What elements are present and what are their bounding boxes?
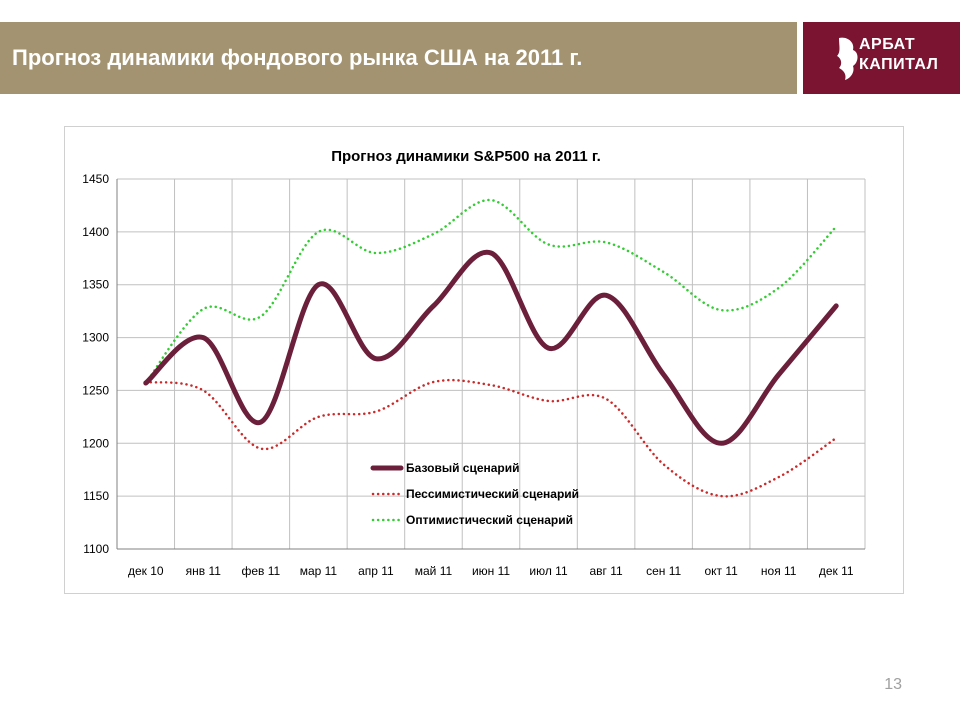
legend-label-0: Базовый сценарий xyxy=(406,461,520,475)
legend-label-1: Пессимистический сценарий xyxy=(406,487,579,501)
x-tick-label: дек 11 xyxy=(819,564,854,578)
lion-emblem-icon xyxy=(837,37,858,80)
y-tick-label: 1450 xyxy=(82,172,109,186)
y-tick-label: 1200 xyxy=(82,436,109,450)
chart-title: Прогноз динамики S&P500 на 2011 г. xyxy=(331,148,601,165)
sp500-forecast-chart: Прогноз динамики S&P500 на 2011 г. 1100 1… xyxy=(82,148,866,578)
x-tick-label: янв 11 xyxy=(186,564,222,578)
y-tick-label: 1300 xyxy=(82,331,109,345)
chart-frame: Прогноз динамики S&P500 на 2011 г. 1100 1… xyxy=(64,126,904,594)
logo-text-line1: АРБАТ xyxy=(859,36,916,53)
x-tick-label: апр 11 xyxy=(358,564,394,578)
x-tick-label: мар 11 xyxy=(300,564,338,578)
x-tick-label: авг 11 xyxy=(589,564,623,578)
x-tick-label: окт 11 xyxy=(704,564,738,578)
x-tick-label: сен 11 xyxy=(646,564,681,578)
company-logo: АРБАТ КАПИТАЛ xyxy=(803,22,960,94)
page-number: 13 xyxy=(884,676,902,693)
series-line-1 xyxy=(144,378,838,498)
series-line-2 xyxy=(144,198,838,385)
y-tick-label: 1100 xyxy=(83,542,109,556)
x-tick-label: ноя 11 xyxy=(761,564,797,578)
x-tick-label: фев 11 xyxy=(241,564,280,578)
y-tick-label: 1400 xyxy=(82,225,109,239)
legend-label-2: Оптимистический сценарий xyxy=(406,513,573,527)
series-line-0 xyxy=(143,249,839,446)
x-tick-label: июн 11 xyxy=(472,564,510,578)
y-tick-label: 1150 xyxy=(83,489,109,503)
y-tick-label: 1350 xyxy=(82,278,109,292)
y-tick-label: 1250 xyxy=(82,383,109,397)
header-bar: Прогноз динамики фондового рынка США на … xyxy=(0,22,797,94)
x-tick-label: июл 11 xyxy=(529,564,568,578)
logo-text-line2: КАПИТАЛ xyxy=(859,56,939,73)
x-tick-label: дек 10 xyxy=(128,564,164,578)
page-title: Прогноз динамики фондового рынка США на … xyxy=(12,45,583,70)
x-tick-label: май 11 xyxy=(415,564,453,578)
